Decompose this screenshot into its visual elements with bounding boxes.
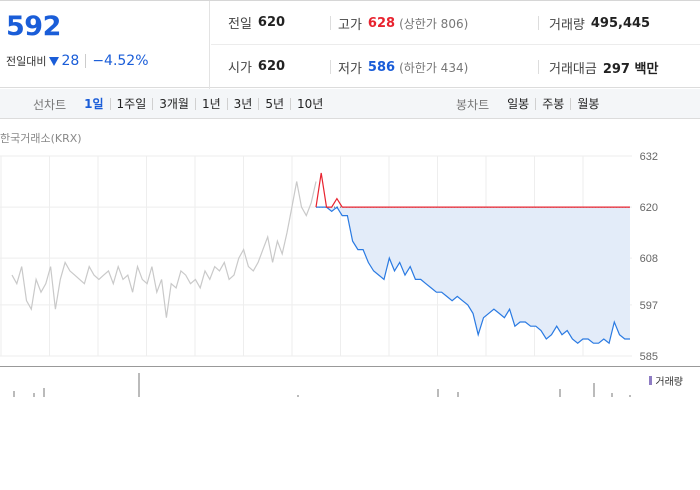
stat-value: 586	[367, 59, 396, 75]
stat-label: 저가	[338, 61, 362, 77]
price-box: 592 전일대비 28 −4.52%	[0, 1, 210, 89]
tab-line-period-2[interactable]: 3개월	[152, 98, 195, 110]
tab-candle-period-0[interactable]: 일봉	[507, 97, 530, 111]
tab-line-period-0[interactable]: 1일	[84, 97, 104, 111]
tab-candle-period-1[interactable]: 주봉	[535, 98, 570, 110]
stat-open: 시가 620	[228, 45, 285, 88]
y-tick-label: 620	[640, 202, 658, 214]
tab-candle-period-2[interactable]: 월봉	[570, 98, 605, 110]
stat-value: 620	[257, 59, 286, 74]
chart-tabs: 선차트 1일 1주일 3개월 1년 3년 5년 10년 봉차트 일봉 주봉 월봉	[0, 89, 700, 119]
stat-trade-value: 거래대금 297 백만	[538, 60, 659, 77]
change-value: 28	[61, 53, 80, 69]
volume-legend: 거래량	[649, 373, 683, 388]
tab-line-period-4[interactable]: 3년	[226, 98, 259, 110]
stats-row: 전일 620 고가 628 (상한가 806) 거래량 495,445	[211, 1, 700, 45]
stats-row: 시가 620 저가 586 (하한가 434) 거래대금 297 백만	[211, 45, 700, 88]
stat-value: 297 백만	[602, 61, 659, 77]
today-line-up	[315, 172, 630, 208]
stat-value: 495,445	[590, 15, 651, 31]
stat-value: 628	[367, 15, 396, 31]
quote-header: 592 전일대비 28 −4.52% 전일 620 고가 628 (상한가 80…	[0, 0, 700, 89]
candle-chart-tabs: 봉차트 일봉 주봉 월봉	[456, 89, 605, 119]
stat-label: 거래대금	[549, 61, 597, 77]
stat-prev-close: 전일 620	[228, 1, 285, 44]
tab-line-period-3[interactable]: 1년	[194, 98, 227, 110]
stat-label: 거래량	[549, 17, 585, 33]
prev-day-line	[11, 181, 317, 318]
volume-chart: 거래량	[0, 366, 700, 399]
y-tick-label: 597	[640, 300, 658, 312]
line-chart-tabs: 선차트 1일 1주일 3개월 1년 3년 5년 10년	[33, 89, 329, 119]
stat-volume: 거래량 495,445	[538, 15, 651, 33]
stat-label: 고가	[338, 17, 362, 33]
today-area	[316, 207, 630, 344]
tab-line-period-1[interactable]: 1주일	[109, 98, 153, 110]
price-chart-svg: 632 620 608 597 585	[0, 151, 658, 363]
tab-line-period-5[interactable]: 5년	[258, 98, 290, 110]
change-row: 전일대비 28 −4.52%	[6, 53, 149, 69]
y-tick-label: 585	[640, 351, 658, 363]
divider	[85, 54, 87, 68]
chart-source: 한국거래소(KRX)	[0, 132, 82, 145]
upper-limit: (상한가 806)	[399, 16, 469, 31]
price-chart: 632 620 608 597 585	[0, 150, 700, 370]
candle-chart-title: 봉차트	[456, 97, 490, 112]
stat-label: 전일	[228, 17, 252, 32]
change-percent: −4.52%	[92, 53, 149, 69]
current-price: 592	[6, 11, 61, 42]
stat-label: 시가	[228, 61, 252, 76]
volume-chart-svg	[13, 373, 631, 397]
today-line-down	[316, 206, 630, 345]
stat-value: 620	[257, 15, 286, 30]
line-chart-title: 선차트	[33, 97, 67, 112]
stat-high: 고가 628 (상한가 806)	[330, 15, 469, 33]
lower-limit: (하한가 434)	[399, 60, 469, 75]
volume-swatch	[649, 376, 653, 385]
tab-line-period-6[interactable]: 10년	[290, 98, 329, 110]
down-triangle-icon	[49, 56, 60, 66]
stat-low: 저가 586 (하한가 434)	[330, 59, 469, 77]
y-tick-label: 632	[640, 151, 658, 163]
stats-panel: 전일 620 고가 628 (상한가 806) 거래량 495,445 시가 6…	[211, 1, 700, 89]
change-label: 전일대비	[6, 55, 47, 68]
y-tick-label: 608	[640, 253, 658, 265]
volume-legend-label: 거래량	[655, 377, 683, 388]
